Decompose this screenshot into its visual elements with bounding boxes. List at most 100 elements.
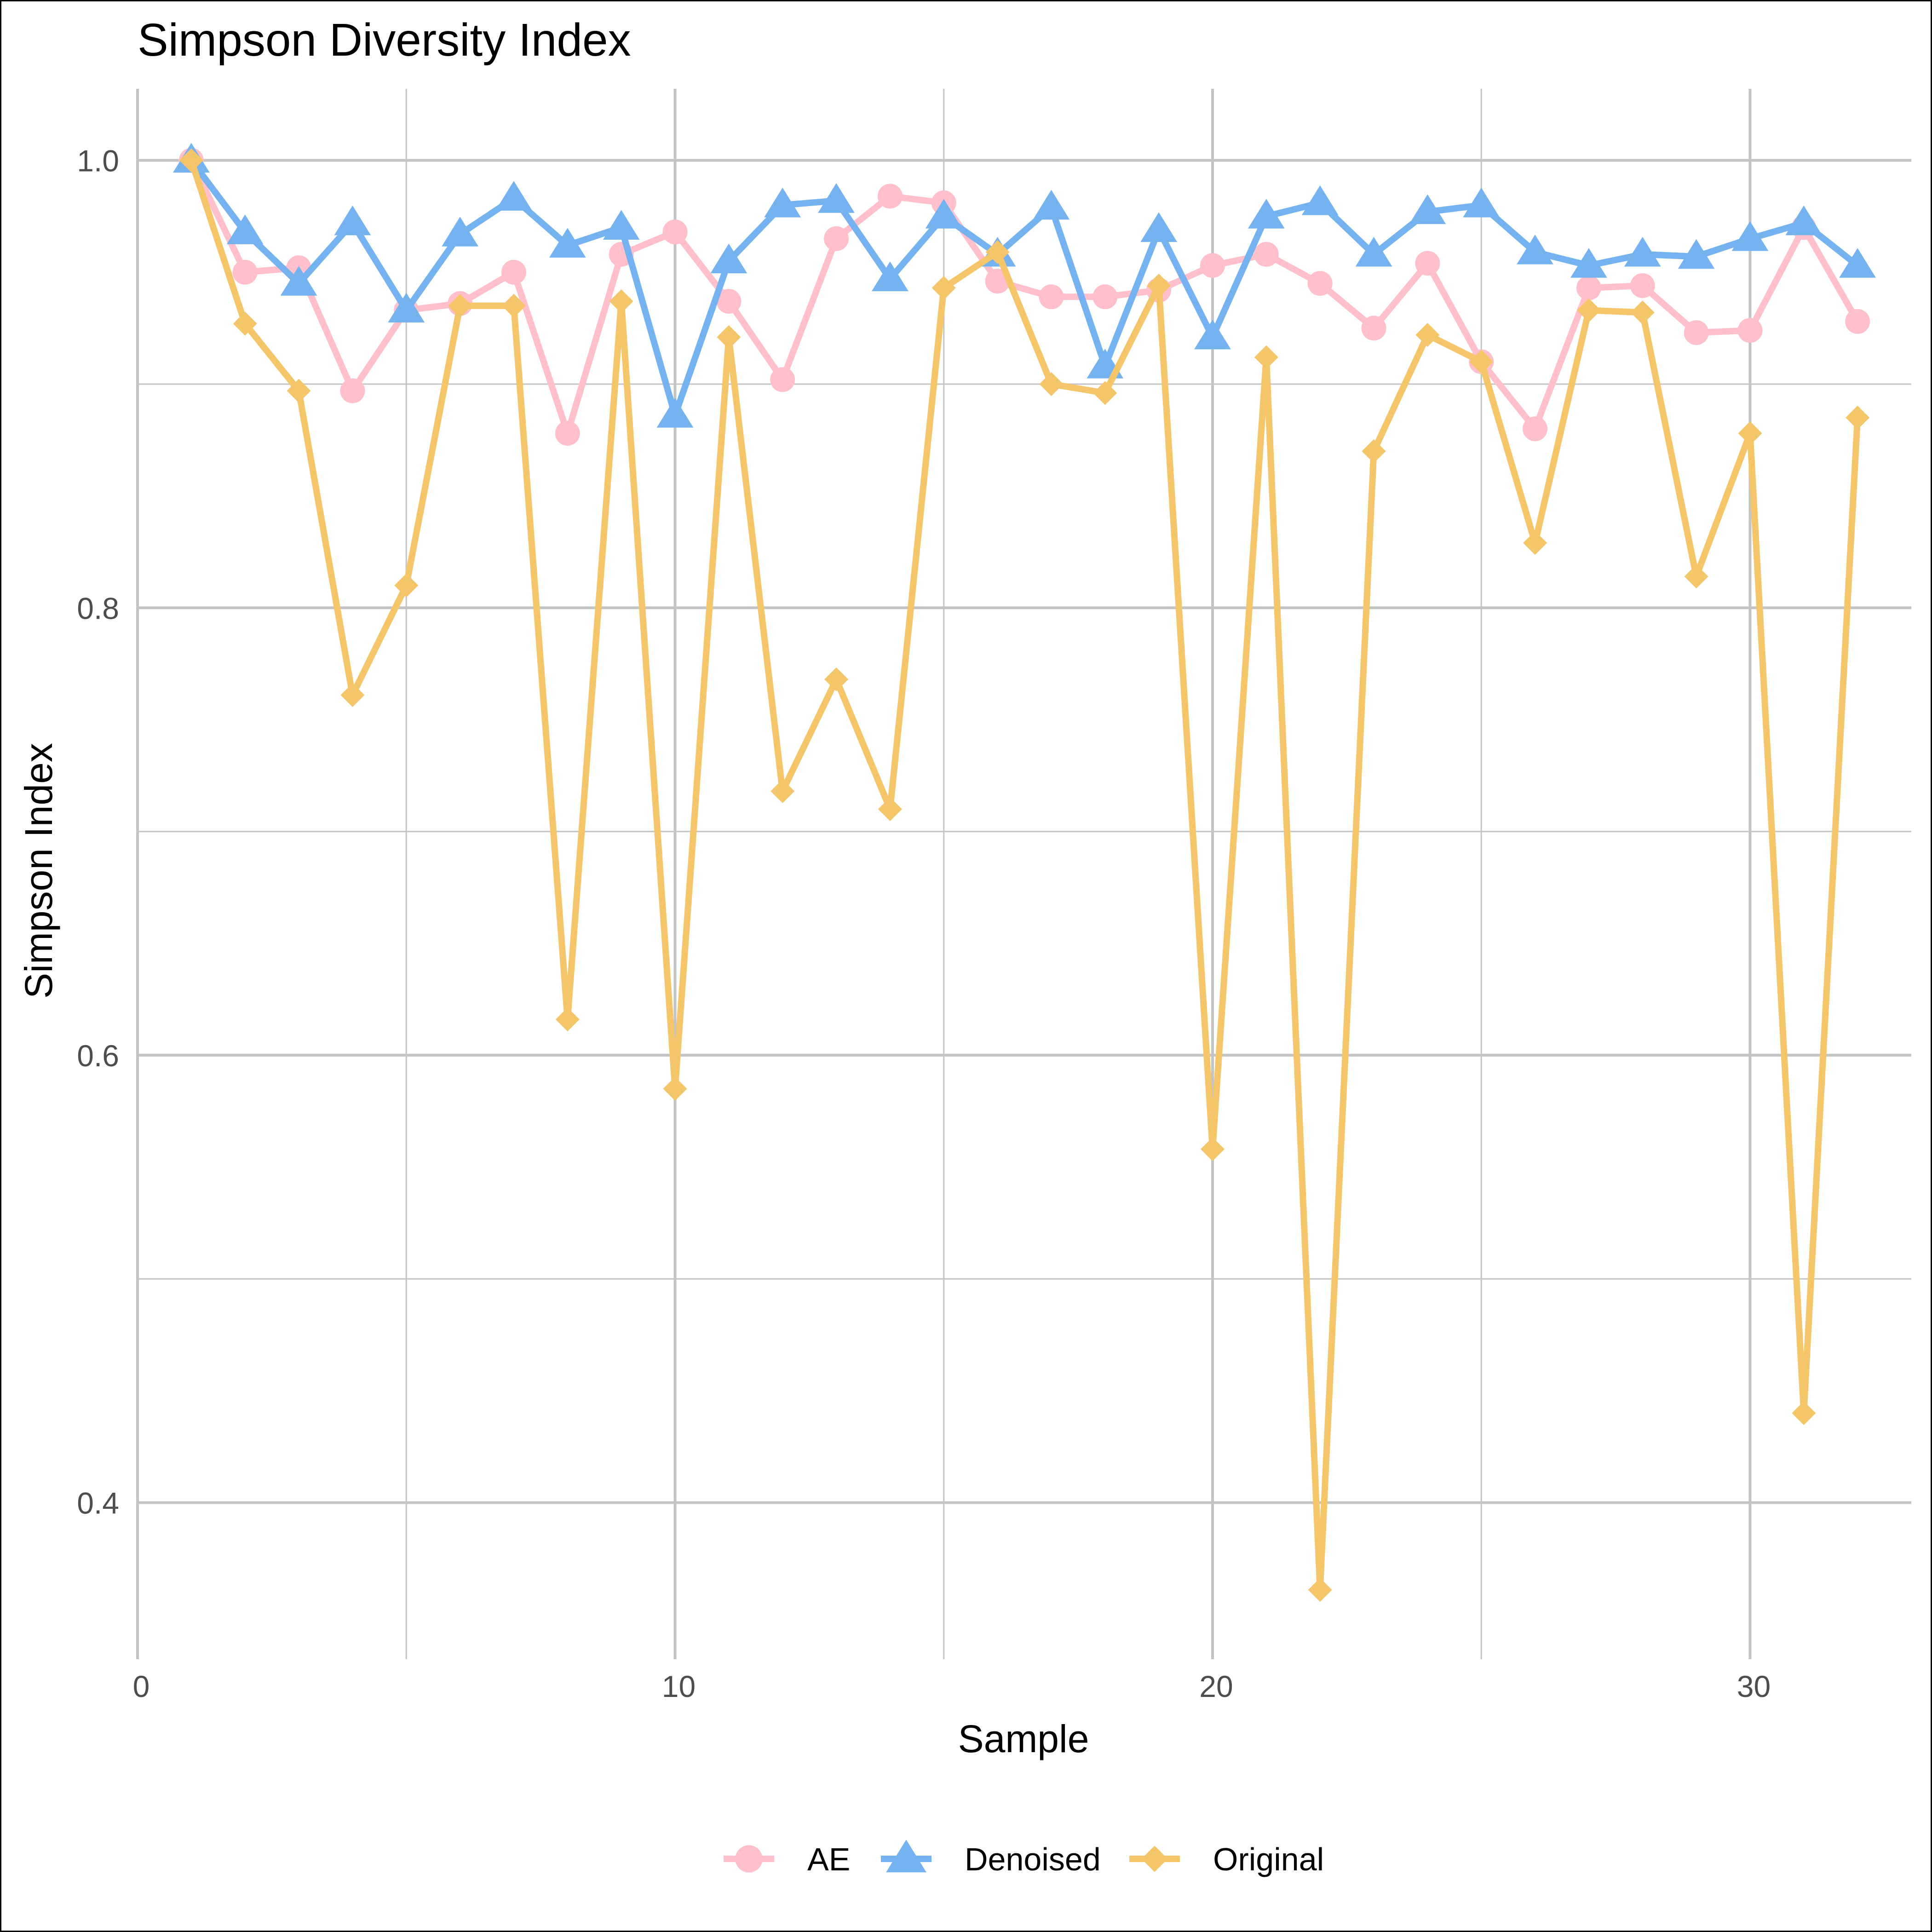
data-point-ae bbox=[1630, 273, 1655, 298]
data-point-original bbox=[555, 1007, 580, 1032]
data-point-original bbox=[394, 573, 419, 598]
data-point-denoised bbox=[925, 199, 962, 229]
x-tick-label: 30 bbox=[1737, 1669, 1771, 1703]
data-point-ae bbox=[877, 184, 903, 209]
data-point-denoised bbox=[1570, 248, 1607, 278]
data-point-denoised bbox=[1839, 248, 1876, 278]
data-point-denoised bbox=[549, 228, 586, 258]
legend-label-denoised: Denoised bbox=[965, 1841, 1101, 1877]
data-point-original bbox=[448, 293, 472, 318]
legend-item-original: Original bbox=[1129, 1841, 1324, 1877]
data-point-denoised bbox=[1248, 199, 1285, 229]
data-point-denoised bbox=[334, 205, 371, 236]
series-denoised bbox=[172, 143, 1876, 428]
data-point-original bbox=[340, 683, 365, 707]
legend-key-marker-ae bbox=[735, 1845, 763, 1873]
data-point-original bbox=[1093, 381, 1117, 405]
data-point-ae bbox=[1737, 318, 1763, 343]
data-point-denoised bbox=[1140, 212, 1178, 242]
data-point-ae bbox=[555, 420, 580, 446]
data-point-ae bbox=[1092, 284, 1118, 310]
grid bbox=[136, 89, 1911, 1659]
y-tick-label: 0.6 bbox=[77, 1039, 119, 1073]
legend-item-ae: AE bbox=[724, 1841, 850, 1877]
data-point-ae bbox=[501, 259, 526, 285]
series-ae bbox=[178, 148, 1870, 446]
data-point-denoised bbox=[1731, 221, 1769, 251]
data-point-ae bbox=[1254, 242, 1279, 267]
data-point-denoised bbox=[603, 210, 640, 240]
data-point-ae bbox=[1845, 309, 1870, 334]
data-point-original bbox=[1308, 1578, 1332, 1602]
data-point-denoised bbox=[280, 266, 317, 296]
legend: AE Denoised Original bbox=[724, 1840, 1324, 1877]
data-point-denoised bbox=[764, 187, 801, 218]
data-point-original bbox=[1684, 564, 1708, 589]
data-point-original bbox=[233, 311, 257, 336]
chart-title: Simpson Diversity Index bbox=[138, 14, 631, 66]
y-tick-label: 1.0 bbox=[77, 144, 119, 178]
series-line-original bbox=[188, 159, 1861, 1593]
data-point-original bbox=[717, 325, 741, 349]
data-point-original bbox=[1576, 298, 1601, 322]
data-point-denoised bbox=[1624, 236, 1661, 267]
data-point-denoised bbox=[495, 181, 532, 211]
data-point-denoised bbox=[1409, 194, 1446, 224]
data-point-original bbox=[985, 240, 1010, 264]
data-point-original bbox=[1469, 350, 1494, 374]
data-point-original bbox=[609, 289, 633, 314]
data-point-original bbox=[1362, 439, 1386, 463]
data-point-ae bbox=[340, 378, 365, 403]
data-point-original bbox=[824, 667, 849, 691]
data-point-denoised bbox=[1678, 239, 1715, 269]
x-tick-label: 20 bbox=[1199, 1669, 1233, 1703]
data-point-denoised bbox=[1517, 235, 1553, 264]
data-point-original bbox=[287, 379, 311, 403]
data-point-ae bbox=[662, 219, 688, 245]
data-point-original bbox=[1792, 1401, 1816, 1426]
data-point-denoised bbox=[710, 243, 748, 274]
data-point-original bbox=[501, 293, 526, 318]
data-point-denoised bbox=[226, 214, 264, 244]
data-point-original bbox=[1523, 531, 1547, 555]
data-point-ae bbox=[1523, 416, 1548, 442]
x-tick-label: 0 bbox=[133, 1669, 150, 1703]
data-point-original bbox=[770, 779, 795, 804]
data-point-denoised bbox=[656, 398, 694, 428]
data-point-original bbox=[1200, 1137, 1225, 1162]
data-point-denoised bbox=[871, 261, 908, 291]
data-point-ae bbox=[1039, 284, 1064, 310]
data-point-original bbox=[1630, 300, 1655, 325]
data-point-denoised bbox=[442, 217, 478, 247]
data-point-denoised bbox=[1033, 190, 1070, 220]
data-point-original bbox=[1415, 322, 1440, 347]
data-point-original bbox=[932, 276, 956, 300]
data-point-original bbox=[1846, 405, 1870, 430]
data-point-original bbox=[1039, 372, 1064, 396]
data-point-ae bbox=[232, 259, 258, 285]
data-point-ae bbox=[824, 226, 849, 251]
data-point-ae bbox=[1361, 316, 1386, 341]
data-point-denoised bbox=[818, 183, 855, 213]
series-original bbox=[179, 148, 1870, 1602]
data-point-ae bbox=[1415, 251, 1440, 276]
legend-label-original: Original bbox=[1213, 1841, 1324, 1877]
data-point-ae bbox=[1684, 320, 1709, 345]
data-point-original bbox=[1738, 421, 1762, 445]
data-point-denoised bbox=[388, 293, 425, 323]
y-tick-label: 0.4 bbox=[77, 1486, 119, 1520]
y-axis-title: Simpson Index bbox=[17, 743, 60, 999]
data-point-ae bbox=[1307, 271, 1333, 296]
data-point-denoised bbox=[1301, 185, 1339, 215]
x-tick-label: 10 bbox=[662, 1669, 696, 1703]
legend-item-denoised: Denoised bbox=[881, 1840, 1101, 1877]
data-point-original bbox=[179, 148, 203, 172]
data-point-denoised bbox=[1463, 187, 1500, 218]
data-point-original bbox=[878, 797, 902, 821]
data-point-ae bbox=[770, 367, 795, 392]
legend-label-ae: AE bbox=[807, 1841, 850, 1877]
series-layer bbox=[172, 143, 1876, 1602]
data-point-denoised bbox=[1355, 236, 1392, 267]
